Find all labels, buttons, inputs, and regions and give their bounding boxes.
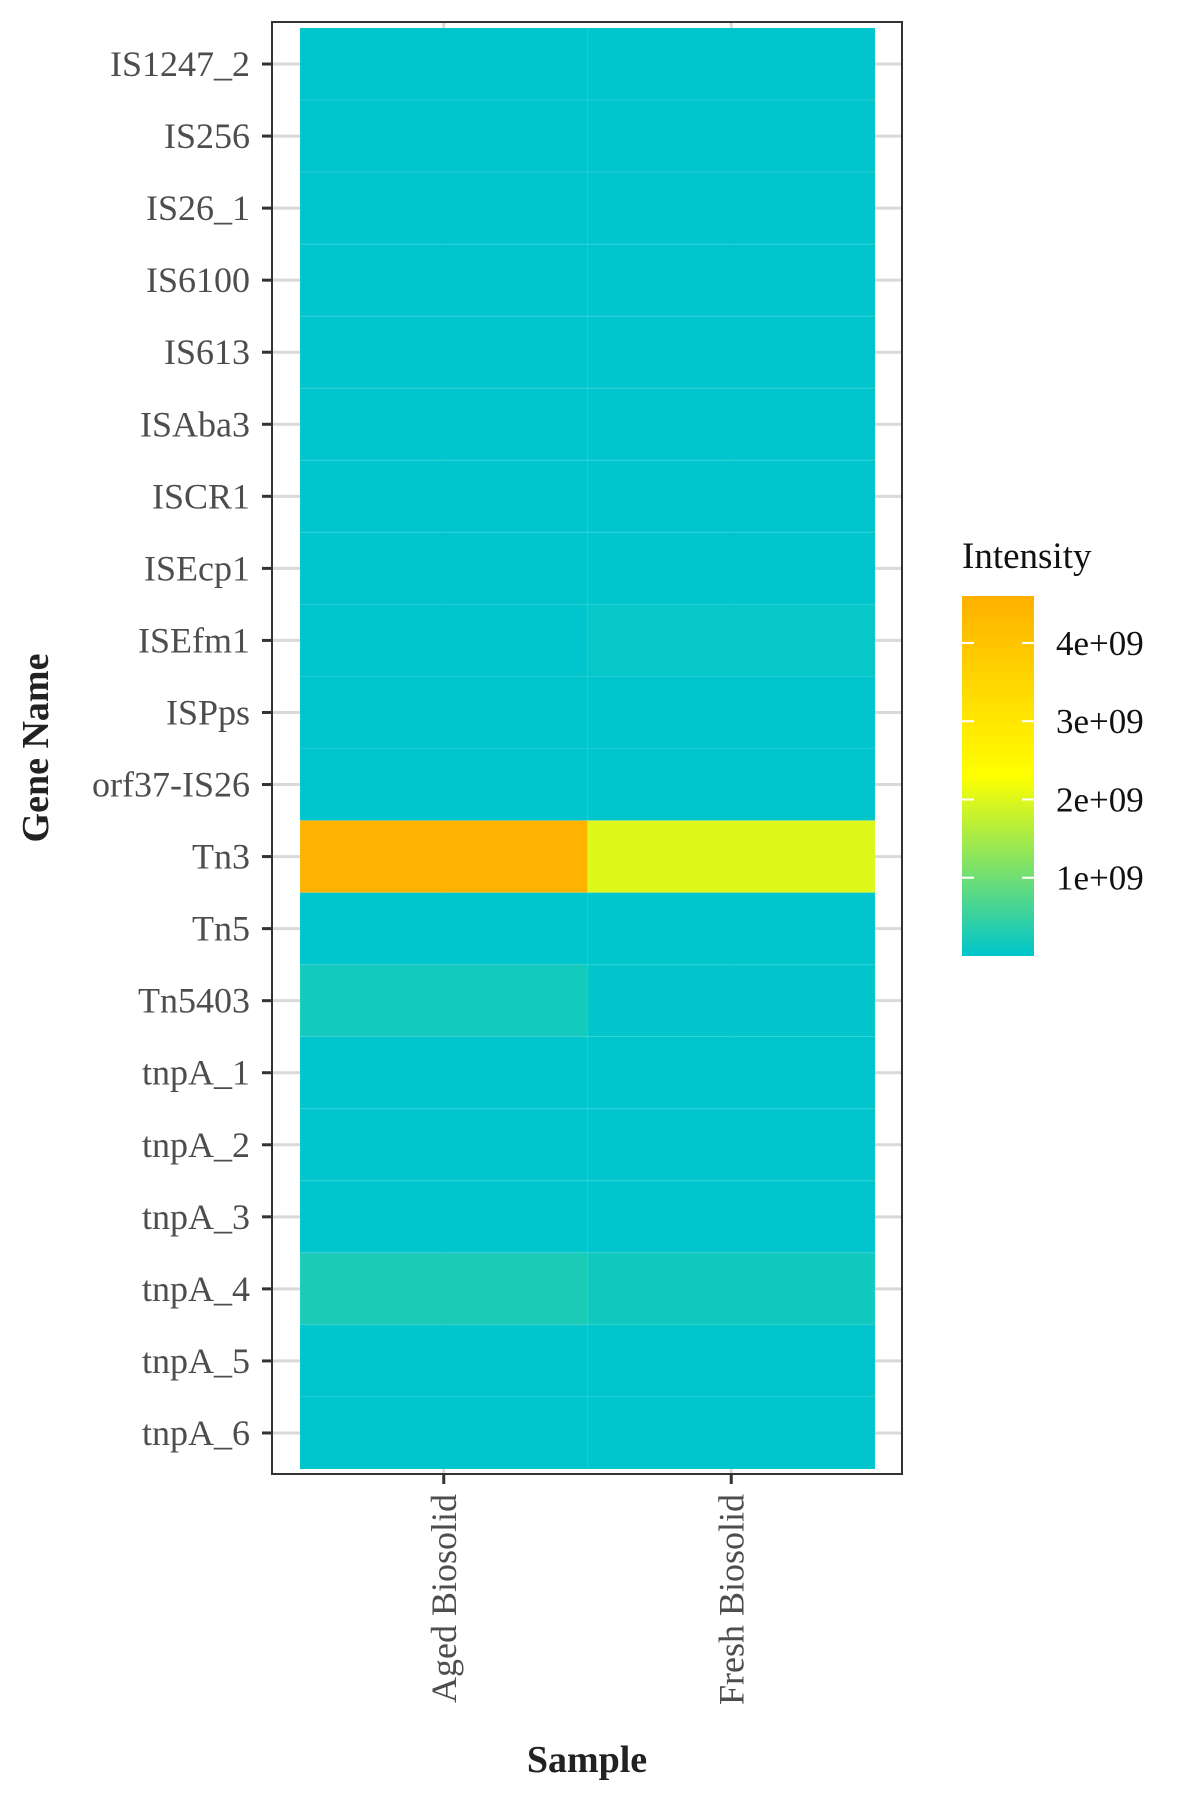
y-tick-label: tnpA_1 — [142, 1053, 250, 1093]
y-tick-label: ISCR1 — [152, 476, 250, 516]
y-tick-label: IS26_1 — [146, 188, 250, 228]
heatmap-cell — [299, 387, 588, 461]
y-tick-label: Tn5 — [192, 909, 250, 949]
heatmap-cell — [587, 459, 876, 533]
x-axis-title: Sample — [527, 1739, 647, 1781]
heatmap-cell — [299, 675, 588, 750]
y-tick-label: tnpA_5 — [142, 1341, 250, 1381]
heatmap-cell — [299, 1252, 588, 1326]
x-tick-label: Aged Biosolid — [424, 1494, 464, 1703]
heatmap-cell — [299, 171, 588, 245]
y-tick-label: IS613 — [164, 332, 250, 372]
heatmap-cell — [299, 315, 588, 389]
legend-tick-label: 4e+09 — [1056, 624, 1144, 663]
heatmap-cell — [587, 387, 876, 461]
heatmap-cell — [299, 1180, 588, 1254]
heatmap-cell — [299, 243, 588, 317]
heatmap-cell — [299, 964, 588, 1038]
y-tick-label: orf37-IS26 — [92, 765, 250, 805]
y-axis: IS1247_2 IS256 IS26_1 IS6100 IS613 ISAba3 ISCR… — [92, 44, 272, 1453]
x-axis: Aged Biosolid Fresh Biosolid — [424, 1474, 751, 1705]
heatmap-cell — [587, 27, 876, 101]
y-tick-label: tnpA_3 — [142, 1197, 250, 1237]
heatmap-cell — [587, 964, 876, 1038]
legend-title: Intensity — [962, 536, 1092, 577]
heatmap-cells — [299, 27, 876, 1470]
y-tick-label: IS1247_2 — [110, 44, 250, 84]
heatmap-cell — [587, 99, 876, 173]
legend-tick-label: 1e+09 — [1056, 859, 1144, 898]
heatmap-cell — [587, 1036, 876, 1110]
heatmap-cell — [587, 1324, 876, 1398]
y-tick-label: Tn5403 — [138, 981, 250, 1021]
panel-border — [271, 21, 903, 1475]
heatmap-cell — [587, 892, 876, 966]
heatmap-cell — [299, 27, 588, 101]
y-tick-label: IS256 — [164, 116, 250, 156]
heatmap-cell — [587, 1108, 876, 1182]
y-axis-title: Gene Name — [15, 654, 57, 843]
heatmap-cell — [587, 315, 876, 389]
heatmap-cell — [587, 603, 876, 677]
heatmap-cell — [299, 892, 588, 966]
heatmap-cell — [299, 1108, 588, 1182]
y-tick-label: IS6100 — [146, 260, 250, 300]
heatmap-cell — [299, 99, 588, 173]
heatmap-cell — [299, 1324, 588, 1398]
legend-ticks: 1e+09 2e+09 3e+09 4e+09 — [962, 624, 1144, 898]
heatmap-cell — [299, 1036, 588, 1110]
heatmap-cell — [587, 1396, 876, 1470]
heatmap-cell — [587, 171, 876, 245]
y-tick-label: ISEcp1 — [144, 548, 250, 588]
heatmap-cell — [299, 748, 588, 822]
y-tick-label: ISAba3 — [140, 404, 250, 444]
y-tick-label: tnpA_6 — [142, 1413, 250, 1453]
heatmap-cell — [299, 1396, 588, 1470]
heatmap-cell — [299, 531, 588, 605]
legend-tick-label: 2e+09 — [1056, 780, 1144, 819]
x-tick-label: Fresh Biosolid — [711, 1494, 751, 1705]
heatmap-cell — [299, 603, 588, 677]
y-tick-label: tnpA_2 — [142, 1125, 250, 1165]
y-tick-label: ISEfm1 — [138, 620, 250, 660]
y-tick-label: ISPps — [166, 692, 250, 732]
heatmap-cell — [299, 459, 588, 533]
heatmap-cell — [587, 243, 876, 317]
heatmap-cell — [587, 1180, 876, 1254]
legend-tick-label: 3e+09 — [1056, 702, 1144, 741]
y-tick-label: tnpA_4 — [142, 1269, 250, 1309]
heatmap-cell — [299, 820, 588, 894]
y-tick-label: Tn3 — [192, 837, 250, 877]
legend-colorbar — [962, 596, 1034, 956]
heatmap-cell — [587, 748, 876, 822]
heatmap-cell — [587, 820, 876, 894]
heatmap-cell — [587, 675, 876, 750]
heatmap-cell — [587, 531, 876, 605]
heatmap-cell — [587, 1252, 876, 1326]
legend: Intensity 1e+09 2e+09 3e+09 4e+09 — [962, 536, 1144, 956]
